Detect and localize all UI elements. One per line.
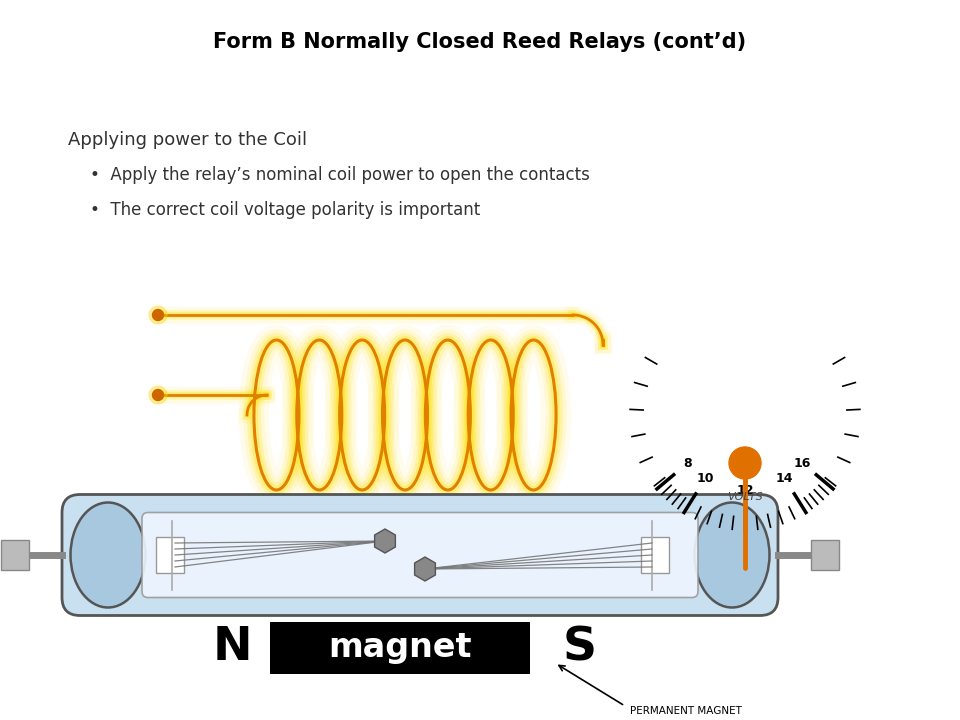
Circle shape — [149, 306, 167, 324]
Text: 14: 14 — [776, 472, 794, 485]
Text: 16: 16 — [794, 456, 811, 469]
Circle shape — [153, 310, 163, 320]
Ellipse shape — [694, 503, 770, 608]
Text: PERMANENT MAGNET: PERMANENT MAGNET — [630, 706, 742, 716]
FancyBboxPatch shape — [1, 540, 29, 570]
Text: Applying power to the Coil: Applying power to the Coil — [68, 131, 307, 149]
Text: 12: 12 — [736, 484, 754, 497]
Text: •  Apply the relay’s nominal coil power to open the contacts: • Apply the relay’s nominal coil power t… — [90, 166, 589, 184]
Circle shape — [729, 447, 761, 479]
FancyBboxPatch shape — [641, 537, 669, 573]
Circle shape — [153, 390, 163, 400]
FancyBboxPatch shape — [811, 540, 839, 570]
FancyBboxPatch shape — [156, 537, 184, 573]
Text: S: S — [563, 626, 597, 670]
Text: VOLTS: VOLTS — [727, 492, 763, 502]
Text: 8: 8 — [684, 456, 692, 469]
FancyBboxPatch shape — [142, 513, 698, 598]
Text: •  The correct coil voltage polarity is important: • The correct coil voltage polarity is i… — [90, 201, 480, 219]
Text: 10: 10 — [697, 472, 714, 485]
FancyBboxPatch shape — [270, 622, 530, 674]
FancyBboxPatch shape — [62, 495, 778, 616]
Text: magnet: magnet — [328, 631, 471, 665]
Circle shape — [149, 386, 167, 404]
Text: Form B Normally Closed Reed Relays (cont’d): Form B Normally Closed Reed Relays (cont… — [213, 32, 747, 52]
Ellipse shape — [70, 503, 146, 608]
Text: N: N — [212, 626, 252, 670]
